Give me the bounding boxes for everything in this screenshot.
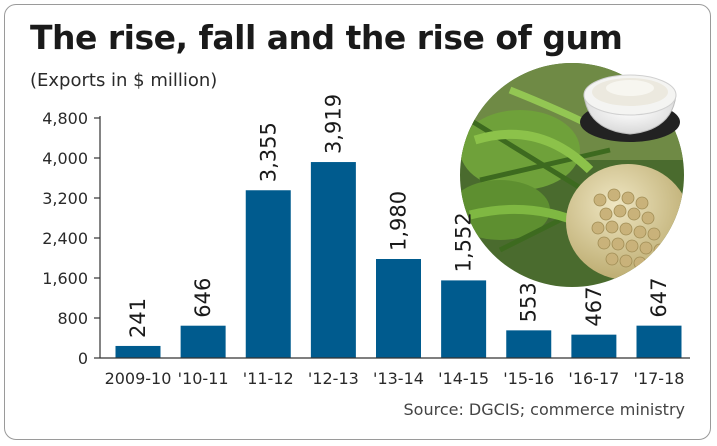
bar	[506, 330, 552, 358]
x-tick-label: '17-18	[634, 369, 685, 388]
bar-value-label: 553	[517, 282, 541, 322]
x-axis: 2009-10 '10-11 '11-12 '12-13 '13-14 '14-15 '15…	[100, 357, 690, 388]
x-tick-label: '12-13	[308, 369, 359, 388]
y-tick-label: 800	[57, 309, 88, 328]
bar	[180, 325, 226, 358]
source-note: Source: DGCIS; commerce ministry	[403, 400, 686, 419]
y-tick-label: 3,200	[42, 189, 88, 208]
bar-value-label: 3,919	[321, 94, 345, 154]
bar-value-label: 241	[126, 298, 150, 338]
bar-series: 241 646 3,355 3,919 1,980 1,552 553 467 647	[115, 94, 682, 358]
bar	[310, 162, 356, 358]
y-tick-label: 4,800	[42, 109, 88, 128]
x-tick-label: '10-11	[178, 369, 229, 388]
bar-value-label: 467	[582, 287, 606, 327]
x-tick-label: '15-16	[503, 369, 554, 388]
bar	[571, 334, 617, 358]
bar	[115, 345, 161, 358]
y-tick-label: 0	[78, 349, 88, 368]
y-axis: 0 800 1,600 2,400 3,200 4,000 4,800	[42, 109, 101, 368]
x-tick-label: 2009-10	[105, 369, 172, 388]
bar-value-label: 1,552	[452, 212, 476, 272]
x-tick-label: '14-15	[438, 369, 489, 388]
y-tick-label: 2,400	[42, 229, 88, 248]
x-tick-label: '16-17	[568, 369, 619, 388]
bar-value-label: 1,980	[387, 191, 411, 251]
bar	[376, 259, 421, 358]
y-tick-label: 1,600	[42, 269, 88, 288]
bar-value-label: 646	[191, 278, 215, 318]
y-tick-label: 4,000	[42, 149, 88, 168]
x-tick-label: '13-14	[373, 369, 424, 388]
bar	[441, 280, 487, 358]
guar-plant-and-gum-powder-image	[460, 63, 684, 287]
x-tick-label: '11-12	[243, 369, 294, 388]
bar-value-label: 3,355	[256, 122, 280, 182]
chart-subtitle: (Exports in $ million)	[30, 70, 218, 91]
bar	[245, 190, 291, 358]
bar	[636, 325, 682, 358]
chart-title: The rise, fall and the rise of gum	[30, 18, 623, 57]
bar-value-label: 647	[647, 278, 671, 318]
